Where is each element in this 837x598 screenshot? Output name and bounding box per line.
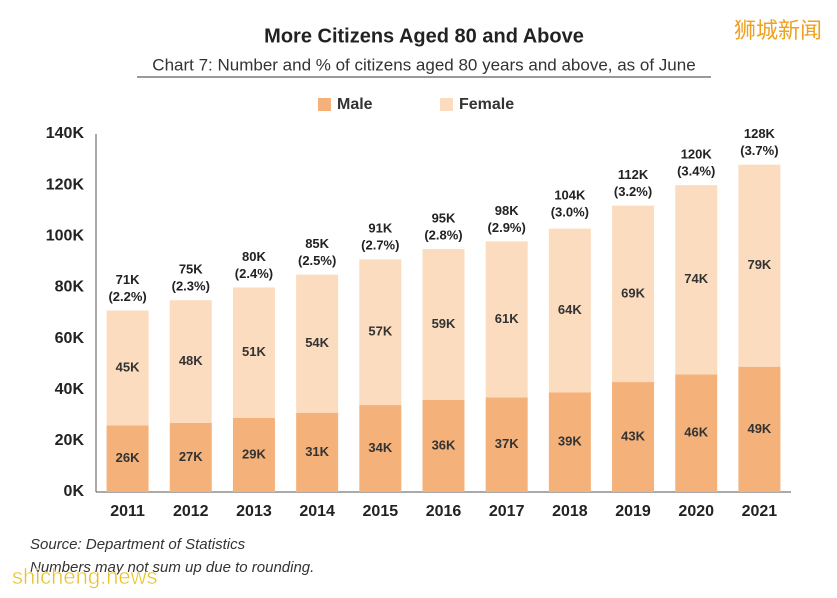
- value-label: 37K: [495, 436, 519, 451]
- x-tick-label: 2017: [489, 503, 525, 520]
- value-label: 39K: [558, 434, 582, 449]
- value-label: 27K: [179, 449, 203, 464]
- value-label: 36K: [432, 437, 456, 452]
- y-tick-label: 120K: [46, 176, 85, 193]
- total-label: 112K: [618, 167, 649, 182]
- share-label: (3.7%): [740, 143, 778, 158]
- total-label: 91K: [368, 221, 392, 236]
- bar-segment: [422, 249, 465, 400]
- y-tick-label: 60K: [55, 330, 85, 347]
- bar-segment: [106, 310, 149, 426]
- share-label: (2.3%): [172, 279, 210, 294]
- share-label: (2.2%): [108, 289, 146, 304]
- value-label: 69K: [621, 285, 645, 300]
- share-label: (2.5%): [298, 253, 336, 268]
- chart-subtitle: Chart 7: Number and % of citizens aged 8…: [152, 55, 695, 74]
- value-label: 59K: [432, 316, 456, 331]
- x-tick-label: 2013: [236, 503, 272, 520]
- value-label: 45K: [116, 359, 140, 374]
- value-label: 26K: [116, 450, 140, 465]
- bar-segment: [675, 374, 718, 492]
- rounding-note: Numbers may not sum up due to rounding.: [30, 559, 314, 576]
- value-label: 57K: [368, 324, 392, 339]
- value-label: 48K: [179, 353, 203, 368]
- total-label: 75K: [179, 262, 203, 277]
- bar-segment: [296, 412, 339, 492]
- watermark: 狮城新闻: [734, 18, 822, 43]
- y-tick-label: 0K: [64, 483, 85, 500]
- bar-segment: [359, 405, 402, 492]
- bar-segment: [612, 205, 655, 383]
- bar-segment: [106, 425, 149, 492]
- value-label: 54K: [305, 335, 329, 350]
- y-tick-label: 140K: [46, 125, 85, 142]
- bar-segment: [738, 366, 781, 492]
- legend-label: Female: [459, 96, 514, 113]
- watermark: shicheng.news: [12, 564, 158, 589]
- share-label: (2.4%): [235, 266, 273, 281]
- bar-segment: [232, 417, 275, 492]
- y-tick-label: 20K: [55, 432, 85, 449]
- bar-segment: [485, 397, 528, 492]
- bar-segment: [612, 382, 655, 492]
- x-tick-label: 2021: [742, 503, 778, 520]
- y-tick-label: 80K: [55, 279, 85, 296]
- legend-swatch: [318, 98, 331, 111]
- bar-segment: [232, 287, 275, 418]
- value-label: 34K: [368, 440, 392, 455]
- share-label: (2.7%): [361, 238, 399, 253]
- share-label: (2.8%): [424, 228, 462, 243]
- share-label: (2.9%): [488, 220, 526, 235]
- value-label: 74K: [684, 271, 708, 286]
- bar-segment: [485, 241, 528, 398]
- value-label: 31K: [305, 444, 329, 459]
- value-label: 43K: [621, 428, 645, 443]
- x-tick-label: 2020: [678, 503, 714, 520]
- total-label: 128K: [744, 126, 776, 141]
- bar-segment: [422, 399, 465, 492]
- share-label: (3.2%): [614, 184, 652, 199]
- source-note: Source: Department of Statistics: [30, 536, 246, 553]
- total-label: 71K: [116, 272, 140, 287]
- bar-segment: [169, 300, 212, 423]
- total-label: 80K: [242, 249, 266, 264]
- bar-segment: [548, 392, 591, 492]
- total-label: 95K: [432, 211, 456, 226]
- value-label: 61K: [495, 311, 519, 326]
- legend-swatch: [440, 98, 453, 111]
- y-tick-label: 40K: [55, 381, 85, 398]
- value-label: 51K: [242, 344, 266, 359]
- x-tick-label: 2015: [363, 503, 399, 520]
- total-label: 104K: [554, 187, 586, 202]
- value-label: 46K: [684, 425, 708, 440]
- bar-segment: [548, 228, 591, 393]
- legend-label: Male: [337, 96, 373, 113]
- y-tick-label: 100K: [46, 228, 85, 245]
- x-tick-label: 2011: [110, 503, 145, 520]
- total-label: 98K: [495, 203, 519, 218]
- share-label: (3.4%): [677, 164, 715, 179]
- x-tick-label: 2012: [173, 503, 209, 520]
- x-tick-label: 2016: [426, 503, 462, 520]
- bar-segment: [296, 274, 339, 413]
- bar-segment: [675, 185, 718, 375]
- bar-segment: [169, 422, 212, 492]
- total-label: 85K: [305, 236, 329, 251]
- total-label: 120K: [681, 147, 713, 162]
- x-tick-label: 2019: [615, 503, 651, 520]
- value-label: 49K: [747, 421, 771, 436]
- value-label: 64K: [558, 302, 582, 317]
- value-label: 79K: [747, 257, 771, 272]
- bar-segment: [738, 164, 781, 367]
- x-tick-label: 2018: [552, 503, 588, 520]
- chart-title: More Citizens Aged 80 and Above: [264, 25, 584, 47]
- x-tick-label: 2014: [299, 503, 335, 520]
- share-label: (3.0%): [551, 204, 589, 219]
- value-label: 29K: [242, 446, 266, 461]
- bar-segment: [359, 259, 402, 406]
